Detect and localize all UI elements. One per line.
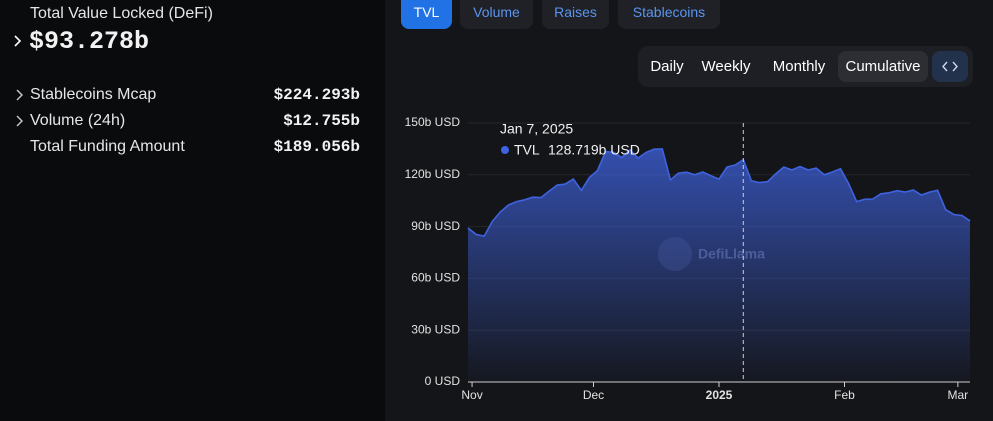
period-selector: Daily Weekly Monthly Cumulative xyxy=(638,46,973,87)
x-tick-label: Nov xyxy=(461,388,482,402)
line xyxy=(467,148,971,238)
metric-value: $189.056b xyxy=(273,138,360,156)
tooltip-value: 128.719b USD xyxy=(548,142,640,158)
y-tick-label: 60b USD xyxy=(411,271,460,285)
y-tick-label: 90b USD xyxy=(411,219,460,233)
code-icon xyxy=(942,61,958,72)
metric-value: $224.293b xyxy=(273,86,360,104)
tab[interactable]: Stablecoins xyxy=(618,0,720,29)
tooltip-date: Jan 7, 2025 xyxy=(500,121,573,137)
tooltip-legend-dot xyxy=(501,146,509,154)
x-tick-label: 2025 xyxy=(706,388,733,402)
metric-label: Total Funding Amount xyxy=(30,138,185,155)
overview-value: $93.278b xyxy=(29,27,150,56)
x-tick-label: Feb xyxy=(834,388,855,402)
metric-label[interactable]: Volume (24h) xyxy=(30,112,126,129)
tab[interactable]: Volume xyxy=(460,0,533,29)
chevron-icon[interactable] xyxy=(15,88,25,102)
overview-panel: Total Value Locked (DeFi) $93.278b Stabl… xyxy=(0,0,385,421)
metric-value: $12.755b xyxy=(283,112,360,130)
period-button[interactable]: Cumulative xyxy=(838,51,928,82)
tooltip-series-name: TVL xyxy=(514,142,540,158)
period-button[interactable]: Weekly xyxy=(701,58,751,75)
x-tick-label: Dec xyxy=(583,388,604,402)
period-button[interactable]: Monthly xyxy=(772,58,826,75)
overview-title: Total Value Locked (DeFi) xyxy=(30,5,213,22)
period-button[interactable]: Daily xyxy=(650,58,684,75)
y-tick-label: 120b USD xyxy=(405,167,461,181)
x-tick-label: Mar xyxy=(948,388,969,402)
y-tick-label: 0 USD xyxy=(425,374,461,388)
metric-label[interactable]: Stablecoins Mcap xyxy=(30,86,157,103)
embed-button[interactable] xyxy=(932,51,968,82)
y-tick-label: 150b USD xyxy=(405,115,461,129)
tab[interactable]: Raises xyxy=(542,0,609,29)
y-tick-label: 30b USD xyxy=(411,322,460,336)
area xyxy=(468,148,970,382)
chevron-icon[interactable] xyxy=(15,114,25,128)
tab[interactable]: TVL xyxy=(401,0,452,29)
chevron-icon[interactable] xyxy=(13,34,23,48)
